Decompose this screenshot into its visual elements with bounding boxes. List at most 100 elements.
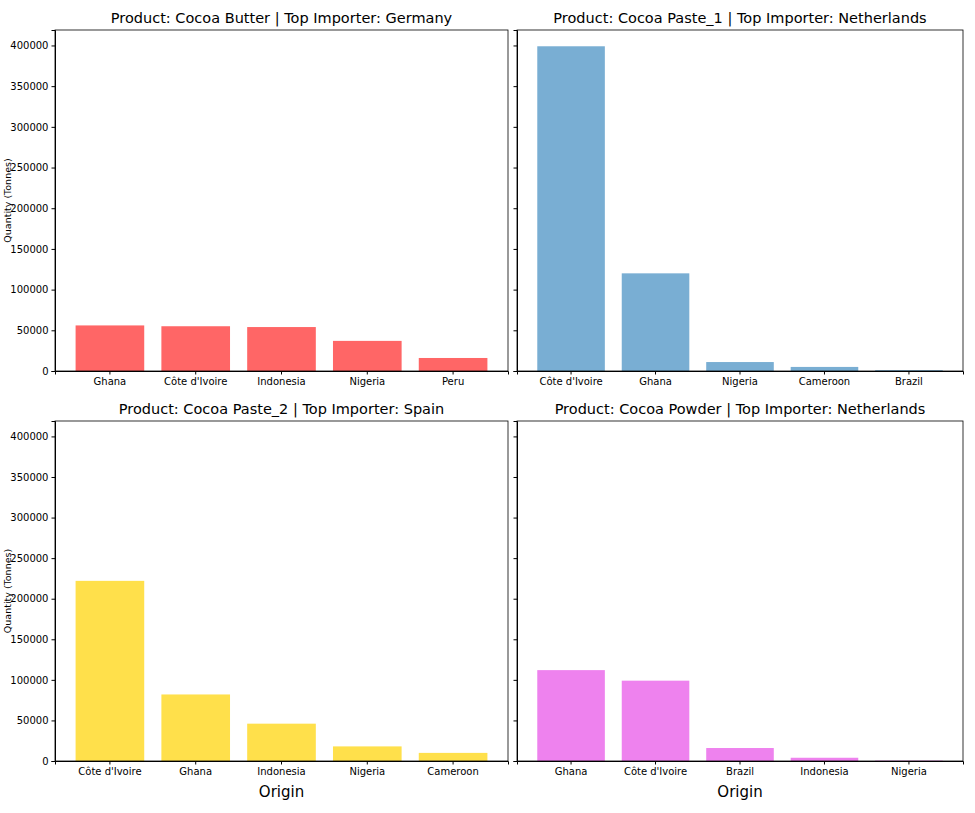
title: Product: Cocoa Paste_2 | Top Importer: S… bbox=[119, 401, 444, 418]
y-tick: 250000 bbox=[10, 162, 55, 173]
bars bbox=[537, 46, 942, 371]
y-axis-line bbox=[514, 31, 518, 372]
bar bbox=[537, 46, 605, 371]
y-tick-mark bbox=[514, 761, 518, 762]
y-tick-label: 400000 bbox=[10, 431, 48, 442]
x-tick-mark bbox=[908, 761, 909, 765]
y-tick-mark bbox=[52, 86, 56, 87]
x-tick-mark bbox=[571, 371, 572, 375]
x-tick-label: Nigeria bbox=[891, 766, 927, 777]
y-axis-line bbox=[52, 31, 56, 372]
y-tick-label: 50000 bbox=[17, 325, 49, 336]
x-tick-label: Nigeria bbox=[349, 766, 385, 777]
y-tick-mark bbox=[52, 477, 56, 478]
x-tick-mark bbox=[740, 761, 741, 765]
y-tick-label: 0 bbox=[42, 366, 48, 377]
y-tick: 0 bbox=[42, 366, 55, 377]
x-tick-label: Ghana bbox=[94, 376, 127, 387]
x-tick: Cameroon bbox=[427, 761, 478, 777]
bar bbox=[419, 358, 488, 371]
bar bbox=[333, 341, 402, 371]
x-tick: Brazil bbox=[726, 761, 754, 777]
x-tick-mark bbox=[109, 371, 110, 375]
x-tick-label: Brazil bbox=[895, 376, 923, 387]
y-tick-mark bbox=[514, 720, 518, 721]
x-axis-line bbox=[518, 762, 964, 765]
y-tick bbox=[514, 249, 518, 250]
y-tick-label: 0 bbox=[42, 756, 48, 767]
y-tick-mark bbox=[52, 639, 56, 640]
y-tick-mark bbox=[52, 330, 56, 331]
panel: Côte d'IvoireGhanaNigeriaCameroonBrazilP… bbox=[514, 10, 964, 387]
bar bbox=[419, 753, 488, 761]
bar bbox=[247, 724, 316, 761]
y-axis bbox=[514, 31, 518, 372]
y-tick-mark bbox=[514, 680, 518, 681]
y-tick: 200000 bbox=[10, 593, 55, 604]
x-tick-mark bbox=[571, 761, 572, 765]
y-tick: 150000 bbox=[10, 634, 55, 645]
panel: Ghana Côte d'Ivoire Brazil Indonesia Nigeria… bbox=[514, 401, 964, 801]
y-tick-label: 150000 bbox=[10, 634, 48, 645]
x-tick-label: Brazil bbox=[726, 766, 754, 777]
y-tick: 0 bbox=[42, 756, 55, 767]
y-tick-mark bbox=[514, 127, 518, 128]
x-tick: Brazil bbox=[895, 371, 923, 387]
bars bbox=[76, 325, 488, 371]
x-tick-mark bbox=[655, 761, 656, 765]
x-tick-mark bbox=[740, 371, 741, 375]
y-tick-mark bbox=[52, 720, 56, 721]
frame bbox=[55, 421, 508, 761]
x-tick-label: Côte d'Ivoire bbox=[164, 376, 227, 387]
y-tick bbox=[514, 558, 518, 559]
y-tick: 400000 bbox=[10, 40, 55, 51]
y-tick-mark bbox=[52, 558, 56, 559]
x-tick: Côte d'Ivoire bbox=[624, 761, 687, 777]
bars bbox=[537, 670, 942, 761]
y-tick-mark bbox=[514, 290, 518, 291]
y-tick-mark bbox=[514, 168, 518, 169]
x-axis-title: Origin bbox=[259, 783, 304, 801]
y-tick bbox=[514, 330, 518, 331]
y-tick-mark bbox=[52, 249, 56, 250]
x-axis-line bbox=[56, 762, 509, 765]
x-tick-label: Indonesia bbox=[257, 376, 305, 387]
x-tick: Indonesia bbox=[257, 761, 305, 777]
y-axis: 0500001000001500002000002500003000003500… bbox=[10, 422, 55, 767]
x-axis-line bbox=[56, 372, 509, 375]
y-tick-mark bbox=[514, 558, 518, 559]
y-tick bbox=[514, 208, 518, 209]
y-tick-mark bbox=[52, 436, 56, 437]
y-tick-mark bbox=[514, 86, 518, 87]
x-tick-label: Indonesia bbox=[257, 766, 305, 777]
x-tick: Côte d'Ivoire bbox=[164, 371, 227, 387]
x-tick: Côte d'Ivoire bbox=[539, 371, 602, 387]
y-tick-mark bbox=[52, 518, 56, 519]
x-tick: Indonesia bbox=[800, 761, 848, 777]
x-tick: Nigeria bbox=[722, 371, 758, 387]
x-tick-label: Côte d'Ivoire bbox=[78, 766, 141, 777]
x-tick-label: Indonesia bbox=[800, 766, 848, 777]
bar bbox=[706, 748, 774, 761]
figure: 0 50000 100000 150000 200000 250000 300000 3500… bbox=[0, 0, 975, 813]
y-tick-mark bbox=[514, 599, 518, 600]
x-tick: Nigeria bbox=[349, 371, 385, 387]
x-tick: Ghana bbox=[555, 761, 588, 777]
x-tick-mark bbox=[367, 761, 368, 765]
y-axis-title: Quantity (Tonnes) bbox=[2, 549, 13, 633]
y-axis bbox=[514, 422, 518, 762]
y-tick-mark bbox=[52, 599, 56, 600]
bar bbox=[791, 367, 859, 371]
y-tick-label: 300000 bbox=[10, 122, 48, 133]
y-tick-label: 350000 bbox=[10, 472, 48, 483]
x-tick-label: Nigeria bbox=[722, 376, 758, 387]
y-tick bbox=[514, 290, 518, 291]
y-tick: 350000 bbox=[10, 472, 55, 483]
bar bbox=[76, 325, 145, 371]
bar bbox=[161, 326, 230, 371]
y-tick: 300000 bbox=[10, 122, 55, 133]
x-axis-line bbox=[518, 372, 964, 375]
x-tick-mark bbox=[453, 761, 454, 765]
y-tick-label: 100000 bbox=[10, 284, 48, 295]
y-tick-label: 150000 bbox=[10, 244, 48, 255]
